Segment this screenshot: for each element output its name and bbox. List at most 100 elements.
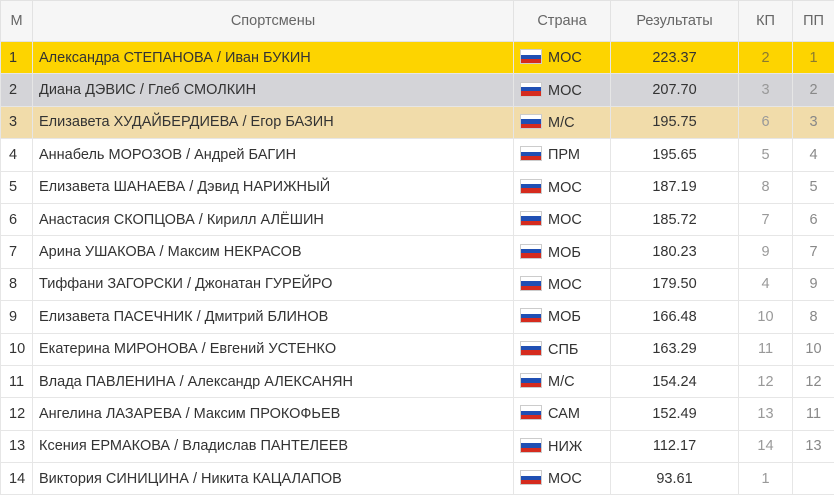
cell: 152.49 — [610, 397, 739, 431]
cell: 166.48 — [610, 300, 739, 334]
cell-text: 6 — [761, 114, 770, 131]
cell: МОС — [513, 41, 611, 75]
cell-text: 4 — [761, 276, 770, 293]
cell: 8 — [738, 171, 793, 204]
flag-icon — [520, 373, 542, 389]
cell: Аннабель МОРОЗОВ / Андрей БАГИН — [32, 138, 514, 172]
cell-text: 207.70 — [652, 82, 697, 99]
column-header: КП — [738, 0, 793, 42]
cell-text: МОС — [548, 471, 582, 488]
cell-text: 5 — [9, 179, 18, 196]
cell-text: 180.23 — [652, 244, 697, 261]
cell-text: 11 — [757, 341, 774, 358]
cell-text: 5 — [809, 179, 818, 196]
result-row: 4 Аннабель МОРОЗОВ / Андрей БАГИН ПРМ 195.6… — [0, 138, 834, 172]
cell: 2 — [738, 41, 793, 75]
cell: 1 — [0, 41, 33, 75]
cell: М/С — [513, 365, 611, 399]
cell: 3 — [738, 73, 793, 107]
cell-text: МОС — [548, 50, 582, 67]
cell: 93.61 — [610, 462, 739, 495]
flag-icon — [520, 340, 542, 356]
cell: 207.70 — [610, 73, 739, 107]
cell-text: М/С — [548, 374, 575, 391]
cell: САМ — [513, 397, 611, 431]
cell: 11 — [0, 365, 33, 399]
cell: 5 — [738, 138, 793, 172]
cell: 12 — [792, 365, 834, 399]
cell: МОБ — [513, 235, 611, 269]
cell-text: Елизавета ПАСЕЧНИК / Дмитрий БЛИНОВ — [39, 308, 329, 325]
cell: 4 — [738, 268, 793, 302]
cell: 3 — [792, 106, 834, 140]
cell: Екатерина МИРОНОВА / Евгений УСТЕНКО — [32, 333, 514, 366]
cell: 195.75 — [610, 106, 739, 140]
cell-text: 10 — [9, 341, 26, 358]
flag-icon — [520, 437, 542, 453]
column-header: ПП — [792, 0, 834, 42]
cell-text: Тиффани ЗАГОРСКИ / Джонатан ГУРЕЙРО — [39, 276, 333, 293]
cell: Арина УШАКОВА / Максим НЕКРАСОВ — [32, 235, 514, 269]
cell-text: 12 — [9, 405, 26, 422]
cell-text: 8 — [9, 276, 18, 293]
cell: 6 — [0, 203, 33, 237]
cell-text: 93.61 — [656, 470, 693, 487]
cell-text: 9 — [809, 276, 818, 293]
cell-text: 223.37 — [652, 49, 697, 66]
cell-text: Екатерина МИРОНОВА / Евгений УСТЕНКО — [39, 341, 337, 358]
cell-text: 14 — [9, 470, 26, 487]
cell: ПРМ — [513, 138, 611, 172]
cell-text: Елизавета ХУДАЙБЕРДИЕВА / Егор БАЗИН — [39, 114, 334, 131]
cell: 11 — [738, 333, 793, 366]
cell: 2 — [792, 73, 834, 107]
header-row: М Спортсмены Страна Результаты КП ПП — [0, 0, 834, 42]
cell-text: Арина УШАКОВА / Максим НЕКРАСОВ — [39, 244, 302, 261]
cell: 14 — [0, 462, 33, 495]
cell: 8 — [0, 268, 33, 302]
result-row: 13 Ксения ЕРМАКОВА / Владислав ПАНТЕЛЕЕВ Н… — [0, 430, 834, 464]
cell: 7 — [792, 235, 834, 269]
cell-text: 1 — [9, 49, 18, 66]
cell-text: МОС — [548, 179, 582, 196]
cell: МОС — [513, 203, 611, 237]
flag-icon — [520, 243, 542, 259]
column-header: Страна — [513, 0, 611, 42]
cell: 10 — [0, 333, 33, 366]
cell: 195.65 — [610, 138, 739, 172]
cell: 179.50 — [610, 268, 739, 302]
cell: Ксения ЕРМАКОВА / Владислав ПАНТЕЛЕЕВ — [32, 430, 514, 464]
cell-text: 7 — [9, 244, 18, 261]
cell-text: 7 — [809, 244, 818, 261]
cell-text: 4 — [9, 146, 18, 163]
cell: 9 — [792, 268, 834, 302]
cell-text: 14 — [757, 438, 774, 455]
result-row: 6 Анастасия СКОПЦОВА / Кирилл АЛЁШИН МОС 18… — [0, 203, 834, 237]
cell-text: Анастасия СКОПЦОВА / Кирилл АЛЁШИН — [39, 211, 324, 228]
cell-text: 2 — [9, 82, 18, 99]
cell-text: 154.24 — [652, 373, 697, 390]
cell-text: 9 — [9, 308, 18, 325]
cell: Ангелина ЛАЗАРЕВА / Максим ПРОКОФЬЕВ — [32, 397, 514, 431]
cell-text: 8 — [761, 179, 770, 196]
flag-icon — [520, 49, 542, 65]
cell-text: 10 — [805, 341, 822, 358]
cell-text: 11 — [805, 405, 822, 422]
flag-icon — [520, 146, 542, 162]
result-row: 5 Елизавета ШАНАЕВА / Дэвид НАРИЖНЫЙ МОС 18… — [0, 171, 834, 204]
cell-text: 195.65 — [652, 146, 697, 163]
cell-text: НИЖ — [548, 438, 583, 455]
cell: МОС — [513, 171, 611, 204]
cell-text: Елизавета ШАНАЕВА / Дэвид НАРИЖНЫЙ — [39, 179, 331, 196]
cell: 7 — [738, 203, 793, 237]
cell-text: 195.75 — [652, 114, 697, 131]
cell-text: М/С — [548, 114, 575, 131]
cell: Тиффани ЗАГОРСКИ / Джонатан ГУРЕЙРО — [32, 268, 514, 302]
flag-icon — [520, 275, 542, 291]
cell: Виктория СИНИЦИНА / Никита КАЦАЛАПОВ — [32, 462, 514, 495]
result-row: 14 Виктория СИНИЦИНА / Никита КАЦАЛАПОВ МО… — [0, 462, 834, 495]
cell: 9 — [738, 235, 793, 269]
cell-text: 5 — [761, 146, 770, 163]
cell: 2 — [0, 73, 33, 107]
cell: 185.72 — [610, 203, 739, 237]
